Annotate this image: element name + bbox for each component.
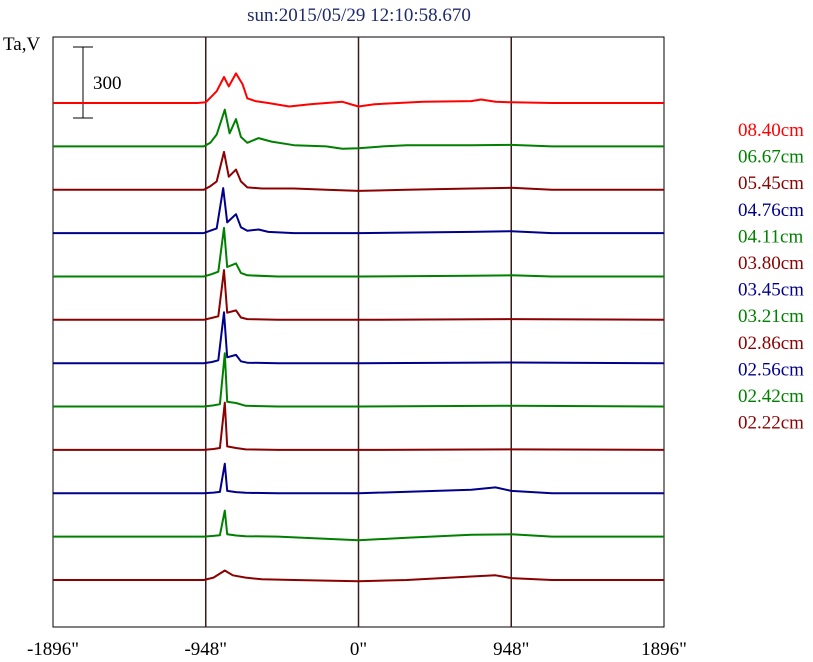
scale-bar: 300 <box>73 46 122 119</box>
x-tick-label: 0" <box>350 639 367 660</box>
series-line-06.67cm <box>53 108 664 150</box>
legend-entry: 04.11cm <box>738 226 803 247</box>
legend: 08.40cm 06.67cm 05.45cm 04.76cm 04.11cm 03.80… <box>738 120 804 434</box>
series-line-02.42cm <box>53 509 664 542</box>
legend-entry: 03.80cm <box>738 253 804 274</box>
series-line-04.76cm <box>53 187 664 235</box>
series-line-03.80cm <box>53 269 665 321</box>
legend-entry: 02.42cm <box>738 386 804 407</box>
legend-entry: 03.45cm <box>738 280 804 301</box>
series-line-05.45cm <box>53 150 664 192</box>
legend-entry: 02.86cm <box>738 333 804 354</box>
scale-bar-label: 300 <box>93 73 122 94</box>
x-tick-label: 948" <box>493 639 529 660</box>
x-tick-label: -1896" <box>27 639 79 660</box>
vertical-reference-lines <box>205 37 512 627</box>
series-line-04.11cm <box>53 226 664 278</box>
legend-entry: 08.40cm <box>738 120 804 141</box>
legend-entry: 02.56cm <box>738 359 804 380</box>
x-tick-labels: -1896" -948" 0" 948" 1896" <box>27 639 687 660</box>
series-line-03.21cm <box>53 352 665 408</box>
x-tick-label: -948" <box>184 639 227 660</box>
legend-entry: 02.22cm <box>738 413 804 434</box>
x-tick-label: 1896" <box>641 639 687 660</box>
series-line-02.86cm <box>53 401 665 451</box>
series-line-02.22cm <box>53 569 664 583</box>
legend-entry: 06.67cm <box>738 147 804 168</box>
legend-entry: 04.76cm <box>738 200 804 221</box>
series-layer <box>53 72 665 583</box>
series-line-03.45cm <box>53 311 665 365</box>
series-line-02.56cm <box>53 462 664 495</box>
y-axis-label: Ta,V <box>3 34 40 55</box>
legend-entry: 03.21cm <box>738 306 804 327</box>
legend-entry: 05.45cm <box>738 173 804 194</box>
series-line-08.40cm <box>53 72 664 108</box>
chart-title: sun:2015/05/29 12:10:58.670 <box>247 5 471 26</box>
